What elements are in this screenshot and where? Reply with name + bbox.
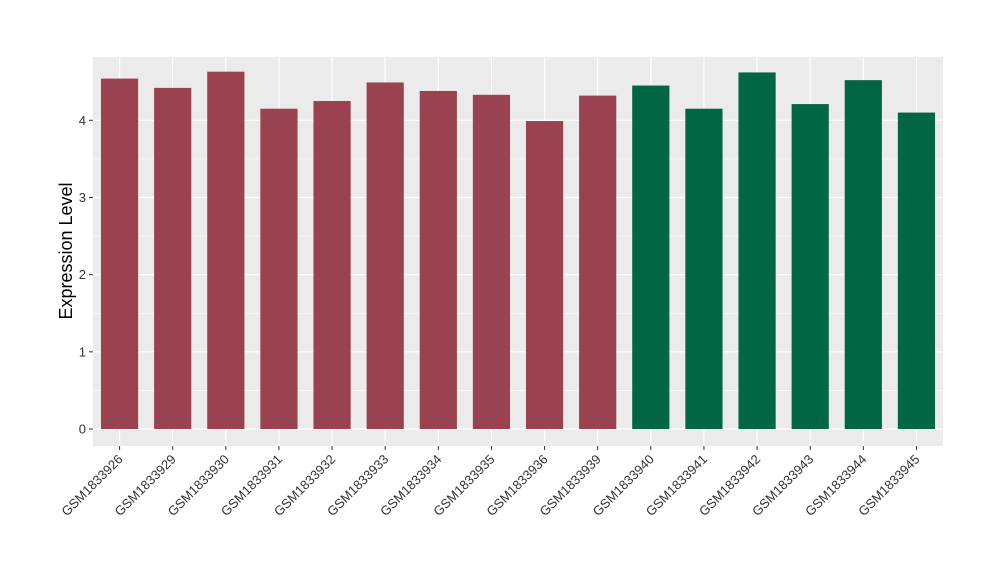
bar-GSM1833932	[313, 100, 351, 430]
y-tick-label: 4	[79, 113, 86, 128]
bars	[100, 71, 936, 430]
bar-GSM1833934	[419, 90, 457, 430]
y-tick-label: 2	[79, 267, 86, 282]
bar-GSM1833941	[685, 108, 723, 430]
bar-GSM1833930	[207, 71, 245, 430]
bar-GSM1833933	[366, 82, 404, 430]
y-tick-label: 3	[79, 190, 86, 205]
y-tick-label: 0	[79, 422, 86, 437]
x-axis: GSM1833926GSM1833929GSM1833930GSM1833931…	[58, 446, 923, 519]
bar-GSM1833940	[632, 85, 670, 430]
y-axis-title: Expression Level	[56, 182, 76, 319]
y-axis: 0 1 2 3 4	[79, 113, 93, 437]
bar-GSM1833943	[791, 104, 829, 430]
bar-GSM1833935	[472, 94, 511, 430]
bar-GSM1833929	[154, 87, 192, 430]
bar-GSM1833939	[579, 95, 617, 430]
bar-GSM1833944	[844, 80, 882, 430]
bar-GSM1833931	[260, 108, 298, 430]
bar-GSM1833926	[100, 78, 139, 430]
y-tick-label: 1	[79, 344, 86, 359]
bar-GSM1833942	[738, 72, 776, 430]
bar-GSM1833936	[525, 121, 564, 430]
bar-GSM1833945	[897, 112, 936, 430]
